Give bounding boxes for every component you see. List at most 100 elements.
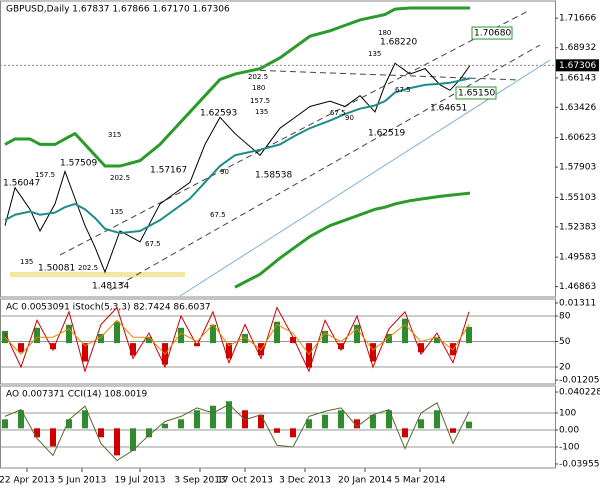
bar [338,343,344,350]
annotation: 67.5 [145,240,161,248]
x-tick-label: 17 Oct 2013 [217,476,273,486]
annotation: 67.5 [330,109,346,117]
annotation-box [471,26,513,40]
bar [210,405,216,429]
panel-title: AC 0.0053091 iStoch(5,3,3) 82.7424 86.60… [6,303,211,313]
panel-title: AO 0.007371 CCI(14) 108.0019 [6,390,148,400]
bar [66,324,72,344]
y-tick-label: 80 [559,312,571,322]
bar [306,343,312,368]
bar [322,414,328,429]
y-tick-label: 1.66143 [559,73,596,83]
series-line [4,402,470,462]
x-tick-label: 3 Sep 2013 [174,476,225,486]
bar [98,333,104,344]
y-tick-label: -0.01205 [559,375,599,385]
series-line [4,306,470,373]
annotation: 135 [110,208,123,216]
channel-line [109,44,541,291]
annotation: 1.58538 [255,171,292,181]
y-tick-label: 1.55103 [559,193,596,203]
bar [322,330,328,344]
bar [274,321,280,344]
annotation: 1.48134 [92,282,129,292]
bar [466,421,472,429]
bar [226,343,232,359]
bar [210,324,216,344]
annotation: 157.5 [35,171,55,179]
y-tick-label: 50 [559,337,571,347]
y-tick-label: 100 [559,408,576,418]
annotation: 1.64651 [430,104,467,114]
bar [50,428,56,447]
series-line [4,77,471,235]
bar [178,327,184,344]
series-line [234,191,471,289]
panel-frame [0,385,556,469]
bar [290,428,296,438]
annotation: 180 [252,84,265,92]
bar [82,410,88,429]
y-tick-label: 20 [559,363,571,373]
bar [50,343,56,350]
y-tick-label: 1.68932 [559,43,596,53]
bar [226,401,232,429]
x-tick-label: 5 Mar 2014 [394,476,446,486]
bar [114,428,120,456]
annotation: 135 [368,50,381,58]
annotation: 1.62519 [368,129,405,139]
y-tick-label: 1.52383 [559,222,596,232]
annotation: 157.5 [250,97,270,105]
annotation: 1.62593 [200,109,237,119]
annotation: 1.56047 [3,179,40,189]
annotation: 1.57167 [150,166,187,176]
bar [338,410,344,429]
bar [258,414,264,429]
bar [194,410,200,429]
y-tick-label: 1.46863 [559,282,596,292]
bar [370,414,376,429]
highlight-zone [10,272,185,277]
series-line [4,319,470,356]
bar [130,428,136,451]
y-tick-label: 1.60623 [559,133,596,143]
x-tick-label: 5 Jun 2013 [58,476,106,486]
bar [290,337,296,344]
annotation: 202.5 [248,73,268,81]
bar [418,343,424,353]
annotation: 67.5 [210,211,226,219]
bar [466,326,472,344]
bar [450,428,456,433]
annotation: 1.68220 [380,38,417,48]
bar [306,419,312,429]
annotation: 67.5 [395,86,411,94]
channel-line [59,9,531,256]
y-tick-label: 0.00 [559,425,579,435]
bar [2,419,8,429]
bar [130,343,136,356]
y-tick-label: -0.039555 [559,459,600,469]
y-tick-label: -100 [559,442,580,452]
bar [354,324,360,344]
y-tick-label: 1.49583 [559,253,596,263]
bar [2,330,8,344]
annotation: 1.70680 [474,29,511,39]
bar [418,419,424,429]
annotation: 202.5 [78,264,98,272]
bar [66,419,72,429]
last-price-label: 1.67306 [559,61,596,71]
x-tick-label: 20 Jan 2014 [338,476,392,486]
y-tick-label: 1.57903 [559,163,596,173]
channel-line [249,69,521,81]
annotation: 1.65150 [458,88,495,98]
bar [386,410,392,429]
bar [82,343,88,362]
y-tick-label: 0.01311 [559,299,596,309]
y-tick-label: 1.71666 [559,14,596,24]
annotation: 1.57509 [60,159,97,169]
last-price-box [556,59,599,72]
bar [402,428,408,438]
annotation: 1.50081 [38,263,75,273]
